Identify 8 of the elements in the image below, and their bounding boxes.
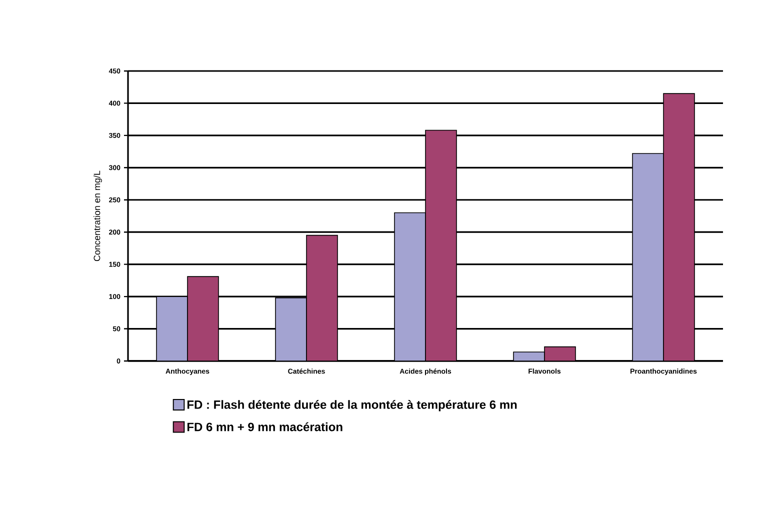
y-axis-title: Concentration en mg/L: [94, 170, 102, 262]
bar: [306, 234, 338, 361]
legend-label: FD : Flash détente durée de la montée à température 6 mn: [187, 400, 517, 412]
bar: [425, 130, 457, 361]
legend-label: FD 6 mn + 9 mn macération: [187, 422, 342, 432]
bar: [544, 346, 576, 361]
bar: [187, 276, 219, 361]
bar: [663, 93, 695, 361]
